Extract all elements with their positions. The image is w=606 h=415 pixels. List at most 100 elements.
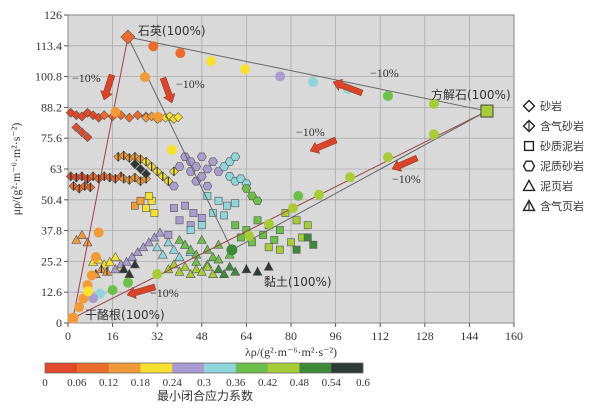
legend-label: 泥质砂岩 xyxy=(540,160,584,173)
data-point-square xyxy=(270,235,279,244)
data-point-hexagon xyxy=(230,152,241,161)
colorbar-tick-label: 0.18 xyxy=(131,377,151,389)
endmember-label: 石英(100%) xyxy=(138,24,206,38)
y-tick-label: 0 xyxy=(56,316,62,330)
mixing-point xyxy=(263,219,274,229)
data-point-triangle xyxy=(174,251,185,261)
colorbar-tick-label: 0.54 xyxy=(322,377,342,389)
mixing-point xyxy=(428,98,439,109)
arrow-icon xyxy=(159,76,176,104)
mixing-point xyxy=(175,48,186,59)
data-point-triangle xyxy=(71,234,82,244)
y-ticks: 0 12.6 25.2 37.8 50.4 63 75.6 88.2 100.8 113.4 126 xyxy=(35,8,68,330)
data-point-triangle xyxy=(163,237,174,247)
data-point-square xyxy=(253,216,262,225)
data-point-square xyxy=(275,226,284,235)
x-tick-label: 80 xyxy=(285,329,297,343)
mixing-point xyxy=(107,285,118,295)
mixing-point xyxy=(93,227,104,238)
mixing-line xyxy=(231,110,488,251)
endmember-marker xyxy=(67,312,79,324)
legend-item: 泥页岩 xyxy=(522,176,584,196)
data-point-square xyxy=(197,213,206,222)
y-tick-label: 63 xyxy=(50,162,62,176)
data-point-square xyxy=(275,245,284,254)
data-point-triangle xyxy=(152,242,163,252)
data-point-triangle xyxy=(202,244,213,254)
data-point-hexagon xyxy=(252,196,263,205)
colorbar-label: 最小闭合应力系数 xyxy=(157,388,253,403)
x-tick-label: 32 xyxy=(151,329,163,343)
x-ticks: 0 16 32 48 64 80 96 112 128 144 160 xyxy=(65,323,523,343)
x-tick-label: 64 xyxy=(240,329,252,343)
mixing-point xyxy=(345,172,356,183)
data-point-square xyxy=(181,201,189,210)
mixing-point xyxy=(275,71,286,82)
data-point-triangle xyxy=(213,264,224,274)
annotation-label: −10% xyxy=(150,286,179,300)
data-point-triangle xyxy=(191,264,202,274)
legend-label: 含气页岩 xyxy=(540,200,584,213)
mixing-point xyxy=(86,270,97,281)
data-point-hexagon xyxy=(241,184,252,193)
colorbar-segment xyxy=(235,363,268,373)
annotation-label: −10% xyxy=(296,125,325,139)
colorbar-segment xyxy=(172,363,205,373)
data-point-square xyxy=(231,199,240,208)
legend-label: 含气砂岩 xyxy=(540,120,584,133)
colorbar-tick-label: 0.48 xyxy=(290,377,310,389)
endmember-marker xyxy=(480,104,494,118)
legend-item: 砂质泥岩 xyxy=(522,136,584,156)
triangle-half-icon xyxy=(522,199,536,212)
colorbar-segment xyxy=(140,363,173,373)
mixing-point xyxy=(205,56,216,67)
mixing-lines xyxy=(72,36,488,319)
mixing-point xyxy=(74,302,85,313)
legend-item: 含气砂岩 xyxy=(522,116,584,136)
colorbar-tick-label: 0.12 xyxy=(99,377,118,389)
y-tick-label: 25.2 xyxy=(41,254,62,268)
colorbar: 0 0.06 0.12 0.18 0.24 0.3 0.36 0.42 0.48 0.54 0.6 xyxy=(42,362,370,389)
data-point-triangle xyxy=(76,229,87,239)
legend-item: 含气页岩 xyxy=(522,196,584,216)
data-point-square xyxy=(214,196,223,205)
colorbar-frame xyxy=(44,362,364,374)
data-point-square xyxy=(303,221,312,230)
data-point-square xyxy=(186,226,195,235)
data-point-hexagon xyxy=(169,181,179,191)
data-point-square xyxy=(144,191,153,200)
data-point-triangle xyxy=(196,234,207,244)
diamond-icon xyxy=(522,99,536,113)
annotation-label: −10% xyxy=(392,172,421,186)
data-point-triangle xyxy=(157,249,168,259)
data-point-square xyxy=(197,221,206,230)
y-tick-label: 12.6 xyxy=(41,285,62,299)
data-point-triangle xyxy=(207,251,218,261)
endmember-label: 黏土(100%) xyxy=(264,275,332,289)
legend-marker xyxy=(522,99,536,113)
colorbar-tick-label: 0.3 xyxy=(197,377,211,389)
mixing-point xyxy=(153,111,164,122)
legend-marker xyxy=(523,140,535,152)
data-point-square xyxy=(150,209,159,217)
data-point-triangle xyxy=(185,268,196,279)
data-point-triangle xyxy=(174,234,185,244)
legend: 砂岩含气砂岩砂质泥岩泥质砂岩泥页岩含气页岩 xyxy=(522,96,584,216)
data-point-hexagon xyxy=(202,164,213,174)
data-point-triangle xyxy=(138,242,149,252)
data-point-hexagon xyxy=(202,181,213,191)
x-tick-label: 96 xyxy=(330,329,342,343)
legend-item: 泥质砂岩 xyxy=(522,156,584,176)
legend-label: 砂岩 xyxy=(540,100,562,113)
annotation-label: −10% xyxy=(72,71,101,85)
data-point-triangle xyxy=(224,261,235,271)
data-point-triangle xyxy=(213,254,224,264)
mixing-point xyxy=(244,230,255,241)
arrows: −10% −10% −10% −10% −10% −10% xyxy=(72,66,421,300)
mixing-point xyxy=(287,203,298,214)
data-point-square xyxy=(303,233,312,242)
mixing-point xyxy=(166,144,177,155)
endmember-label: 干酪根(100%) xyxy=(85,307,165,322)
data-point-triangle xyxy=(121,256,132,266)
mixing-point xyxy=(308,76,319,87)
